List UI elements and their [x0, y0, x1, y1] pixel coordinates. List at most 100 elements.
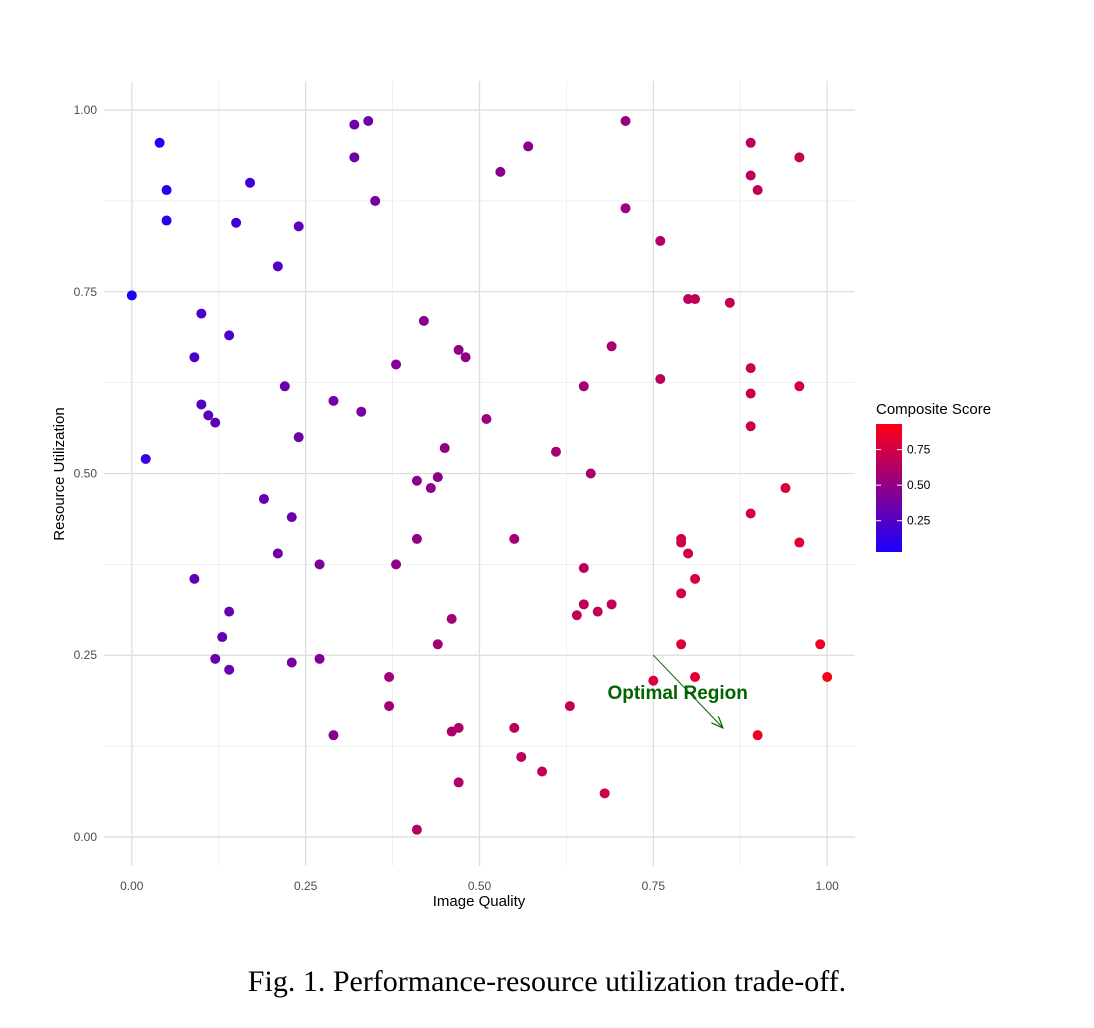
- figure-caption: Fig. 1. Performance-resource utilization…: [247, 965, 847, 998]
- y-tick-label: 0.50: [74, 467, 98, 481]
- data-point: [293, 221, 304, 232]
- data-point: [286, 657, 297, 668]
- data-point: [683, 548, 694, 559]
- y-tick-label: 1.00: [74, 103, 98, 117]
- data-point: [161, 215, 172, 226]
- data-point: [516, 751, 527, 762]
- data-point: [745, 170, 756, 181]
- data-point: [432, 639, 443, 650]
- data-point: [363, 115, 374, 126]
- data-point: [217, 632, 228, 643]
- data-point: [655, 374, 666, 385]
- data-points: [126, 115, 833, 835]
- data-point: [606, 599, 617, 610]
- data-point: [349, 152, 360, 163]
- x-tick-label: 0.25: [294, 879, 318, 893]
- data-point: [453, 777, 464, 788]
- y-axis-title: Resource Utilization: [51, 407, 68, 540]
- data-point: [189, 573, 200, 584]
- data-point: [391, 559, 402, 570]
- data-point: [690, 294, 701, 305]
- data-point: [724, 297, 735, 308]
- data-point: [453, 722, 464, 733]
- data-point: [752, 185, 763, 196]
- data-point: [745, 137, 756, 148]
- data-point: [745, 363, 756, 374]
- data-point: [606, 341, 617, 352]
- data-point: [328, 730, 339, 741]
- data-point: [210, 417, 221, 428]
- data-point: [384, 672, 395, 683]
- data-point: [411, 824, 422, 835]
- data-point: [794, 381, 805, 392]
- data-point: [578, 599, 589, 610]
- data-point: [585, 468, 596, 479]
- data-point: [509, 722, 520, 733]
- data-point: [745, 421, 756, 432]
- data-point: [794, 537, 805, 548]
- data-point: [460, 352, 471, 363]
- data-point: [822, 672, 833, 683]
- data-point: [224, 664, 235, 675]
- data-point: [537, 766, 548, 777]
- data-point: [154, 137, 165, 148]
- data-point: [258, 493, 269, 504]
- data-point: [314, 653, 325, 664]
- colorbar: [876, 424, 902, 552]
- data-point: [432, 472, 443, 483]
- y-tick-label: 0.25: [74, 648, 98, 662]
- x-tick-label: 1.00: [816, 879, 840, 893]
- data-point: [272, 261, 283, 272]
- legend-title: Composite Score: [876, 401, 991, 418]
- data-point: [620, 115, 631, 126]
- data-point: [189, 352, 200, 363]
- data-point: [495, 166, 506, 177]
- colorbar-tick-label: 0.50: [907, 478, 931, 492]
- grid-lines: [104, 81, 855, 866]
- color-legend: Composite Score 0.25 0.50 0.75: [876, 401, 991, 552]
- data-point: [245, 177, 256, 188]
- optimal-region-annotation: Optimal Region: [607, 654, 748, 728]
- data-point: [439, 443, 450, 454]
- colorbar-ticks: 0.25 0.50 0.75: [876, 443, 931, 528]
- data-point: [210, 653, 221, 664]
- y-tick-label: 0.75: [74, 285, 98, 299]
- data-point: [780, 483, 791, 494]
- data-point: [286, 512, 297, 523]
- data-point: [620, 203, 631, 214]
- data-point: [314, 559, 325, 570]
- data-point: [418, 315, 429, 326]
- data-point: [425, 483, 436, 494]
- data-point: [453, 344, 464, 355]
- x-tick-label: 0.00: [120, 879, 144, 893]
- x-tick-label: 0.50: [468, 879, 492, 893]
- y-tick-label: 0.00: [74, 830, 98, 844]
- data-point: [196, 399, 207, 410]
- x-tick-label: 0.75: [642, 879, 666, 893]
- data-point: [279, 381, 290, 392]
- data-point: [384, 701, 395, 712]
- data-point: [745, 508, 756, 519]
- data-point: [578, 562, 589, 573]
- data-point: [446, 613, 457, 624]
- data-point: [231, 217, 242, 228]
- data-point: [140, 453, 151, 464]
- data-point: [349, 119, 360, 130]
- data-point: [126, 290, 137, 301]
- data-point: [752, 730, 763, 741]
- data-point: [815, 639, 826, 650]
- x-axis-title: Image Quality: [433, 893, 526, 910]
- data-point: [690, 573, 701, 584]
- data-point: [203, 410, 214, 421]
- data-point: [272, 548, 283, 559]
- colorbar-tick-label: 0.75: [907, 443, 931, 457]
- data-point: [745, 388, 756, 399]
- data-point: [599, 788, 610, 799]
- data-point: [578, 381, 589, 392]
- axis-tick-labels: 0.00 0.25 0.50 0.75 1.00 0.00 0.25 0.50 0.75 1.00: [74, 103, 840, 893]
- data-point: [328, 395, 339, 406]
- data-point: [356, 406, 367, 417]
- data-point: [509, 533, 520, 544]
- data-point: [224, 606, 235, 617]
